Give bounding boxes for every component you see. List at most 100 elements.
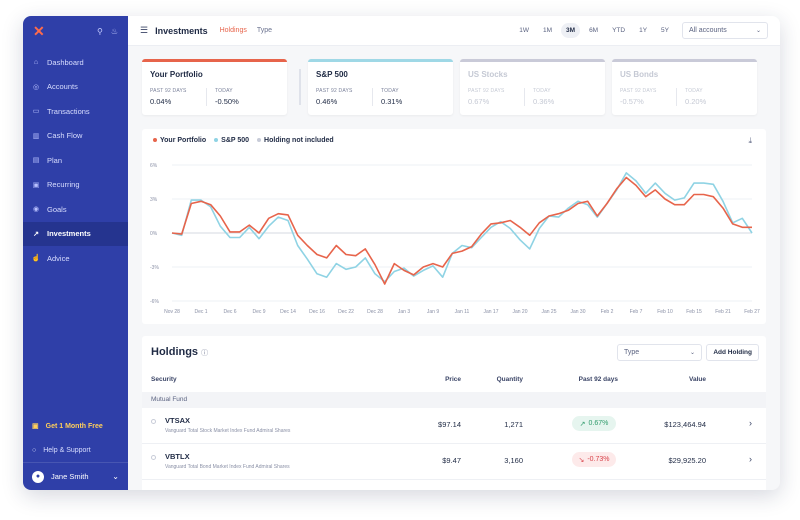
- promo-link[interactable]: ▣ Get 1 Month Free: [23, 414, 128, 438]
- download-icon[interactable]: ⤓: [748, 136, 752, 145]
- benchmark-card[interactable]: Your Portfolio PAST 92 DAYS 0.04% TODAY -0.5…: [142, 59, 287, 115]
- legend-item[interactable]: Holding not included: [257, 137, 334, 144]
- range-1w[interactable]: 1W: [519, 27, 529, 34]
- arrow-up-icon: ↗: [579, 420, 586, 428]
- user-name: Jane Smith: [51, 472, 89, 481]
- sidebar-item-label: Transactions: [47, 106, 90, 116]
- y-tick-label: 0%: [150, 231, 158, 237]
- x-tick-label: Dec 6: [223, 309, 236, 315]
- sidebar-item-recurring[interactable]: ▣ Recurring: [23, 173, 128, 198]
- x-tick-label: Feb 10: [657, 309, 673, 315]
- x-tick-label: Jan 11: [455, 309, 470, 315]
- sidebar-item-dashboard[interactable]: ⌂ Dashboard: [23, 50, 128, 75]
- account-select-value: All accounts: [689, 27, 727, 34]
- table-row[interactable]: VTSAX Vanguard Total Stock Market Index F…: [142, 408, 766, 444]
- add-holding-button[interactable]: Add Holding: [706, 344, 759, 361]
- range-6m[interactable]: 6M: [589, 27, 599, 34]
- card-label-today: TODAY: [215, 88, 233, 94]
- benchmark-card[interactable]: US Bonds PAST 92 DAYS -0.57% TODAY 0.20%: [612, 59, 757, 115]
- performance-chart: Your Portfolio S&P 500 Holding not include…: [142, 129, 766, 324]
- legend-dot: [153, 138, 157, 143]
- legend-item[interactable]: Your Portfolio: [153, 137, 206, 144]
- x-tick-label: Dec 16: [309, 309, 325, 315]
- card-value-period: 0.04%: [150, 97, 172, 106]
- tab-type[interactable]: Type: [256, 27, 273, 34]
- chat-icon: ○: [32, 446, 37, 454]
- chevron-down-icon: ⌄: [755, 28, 761, 34]
- user-menu[interactable]: ● Jane Smith ⌄: [23, 462, 128, 490]
- gift-icon: ▣: [32, 423, 39, 430]
- menu-icon[interactable]: ☰: [140, 25, 149, 35]
- search-icon[interactable]: ⚲: [96, 26, 103, 36]
- chevron-right-icon[interactable]: ›: [749, 418, 752, 428]
- sidebar-item-cash-flow[interactable]: ▥ Cash Flow: [23, 124, 128, 149]
- type-filter-select[interactable]: Type ⌄: [617, 344, 702, 361]
- x-tick-label: Jan 30: [570, 309, 585, 315]
- y-tick-label: -3%: [150, 265, 159, 271]
- benchmark-cards: Your Portfolio PAST 92 DAYS 0.04% TODAY -0.5…: [142, 59, 766, 115]
- card-title: US Bonds: [620, 70, 659, 79]
- x-tick-label: Jan 9: [427, 309, 439, 315]
- group-header-mutual-fund: Mutual Fund: [142, 392, 766, 408]
- card-title: Your Portfolio: [150, 70, 203, 79]
- card-value-period: 0.67%: [468, 97, 490, 106]
- col-quantity: Quantity: [496, 376, 523, 383]
- legend-label: S&P 500: [221, 137, 250, 144]
- help-label: Help & Support: [43, 446, 91, 454]
- holdings-title: Holdings ⓘ: [151, 346, 208, 358]
- sidebar-item-label: Accounts: [47, 82, 78, 92]
- x-tick-label: Dec 1: [194, 309, 207, 315]
- sidebar-item-goals[interactable]: ◉ Goals: [23, 197, 128, 222]
- range-3m[interactable]: 3M: [561, 23, 581, 38]
- arrow-down-icon: ↘: [578, 456, 585, 464]
- sidebar-item-investments[interactable]: ↗ Investments: [23, 221, 128, 246]
- bell-icon[interactable]: ♨: [110, 26, 118, 36]
- x-tick-label: Dec 14: [280, 309, 296, 315]
- card-label-period: PAST 92 DAYS: [468, 88, 505, 94]
- chevron-right-icon[interactable]: ›: [749, 454, 752, 464]
- thumbs-up-icon: ☝: [31, 255, 41, 263]
- range-1m[interactable]: 1M: [543, 27, 553, 34]
- holdings-table-header: Security Price Quantity Past 92 days Val…: [142, 374, 766, 388]
- y-tick-label: -6%: [150, 299, 159, 305]
- sidebar-item-advice[interactable]: ☝ Advice: [23, 246, 128, 271]
- range-1y[interactable]: 1Y: [639, 27, 648, 34]
- sidebar-nav: ⌂ Dashboard ◎ Accounts ▭ Transactions ▥ Cash Fl…: [23, 50, 128, 271]
- holdings-title-text: Holdings: [151, 346, 199, 358]
- info-icon[interactable]: ⓘ: [201, 350, 209, 357]
- table-row[interactable]: VBTLX Vanguard Total Bond Market Index Fu…: [142, 444, 766, 480]
- range-ytd[interactable]: YTD: [612, 27, 626, 34]
- x-tick-label: Jan 20: [512, 309, 527, 315]
- sidebar-item-label: Plan: [47, 155, 63, 165]
- col-past-92-days: Past 92 days: [578, 376, 618, 383]
- benchmark-card[interactable]: US Stocks PAST 92 DAYS 0.67% TODAY 0.36%: [460, 59, 605, 115]
- security-quantity: 3,160: [504, 456, 523, 465]
- card-accent-bar: [460, 59, 605, 62]
- benchmark-card[interactable]: S&P 500 PAST 92 DAYS 0.46% TODAY 0.31%: [308, 59, 453, 115]
- transactions-icon: ▭: [32, 108, 40, 116]
- time-range-selector: 1W 1M 3M 6M YTD 1Y 5Y: [514, 23, 674, 38]
- card-label-period: PAST 92 DAYS: [316, 88, 353, 94]
- sidebar-item-label: Recurring: [47, 180, 80, 190]
- col-security: Security: [151, 376, 177, 383]
- security-symbol: VBTLX: [165, 452, 190, 461]
- sidebar-header: ✕ ⚲ ♨: [23, 16, 128, 46]
- type-filter-value: Type: [624, 349, 640, 356]
- sidebar-item-transactions[interactable]: ▭ Transactions: [23, 99, 128, 124]
- range-5y[interactable]: 5Y: [661, 27, 669, 34]
- app-window: ✕ ⚲ ♨ ⌂ Dashboard ◎ Accounts ▭ Transactions ▥ C…: [23, 16, 780, 490]
- x-tick-label: Dec 22: [338, 309, 354, 315]
- x-tick-label: Jan 17: [483, 309, 498, 315]
- top-bar: ☰ Investments Holdings Type 1W 1M 3M 6M YTD 1Y…: [128, 16, 780, 46]
- tab-holdings[interactable]: Holdings: [219, 27, 247, 34]
- legend-item[interactable]: S&P 500: [214, 137, 249, 144]
- sidebar-item-accounts[interactable]: ◎ Accounts: [23, 75, 128, 100]
- sidebar: ✕ ⚲ ♨ ⌂ Dashboard ◎ Accounts ▭ Transactions ▥ C…: [23, 16, 128, 490]
- holdings-panel: Holdings ⓘ Type ⌄ Add Holding Security Pr…: [142, 336, 766, 490]
- account-select[interactable]: All accounts ⌄: [682, 22, 768, 39]
- card-value-period: -0.57%: [620, 97, 644, 106]
- security-quantity: 1,271: [504, 420, 523, 429]
- help-link[interactable]: ○ Help & Support: [23, 438, 128, 462]
- sidebar-item-plan[interactable]: ▤ Plan: [23, 148, 128, 173]
- row-indicator: [151, 419, 156, 424]
